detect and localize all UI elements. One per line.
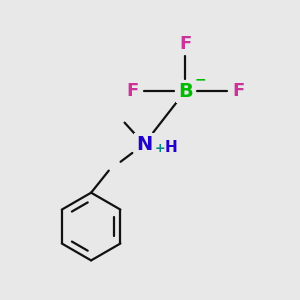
Text: F: F [126,82,139,100]
Text: B: B [178,82,193,100]
Text: +: + [155,142,166,155]
Text: N: N [136,135,152,154]
Text: H: H [164,140,177,155]
Text: F: F [179,35,191,53]
Text: F: F [232,82,244,100]
Text: −: − [194,72,206,86]
